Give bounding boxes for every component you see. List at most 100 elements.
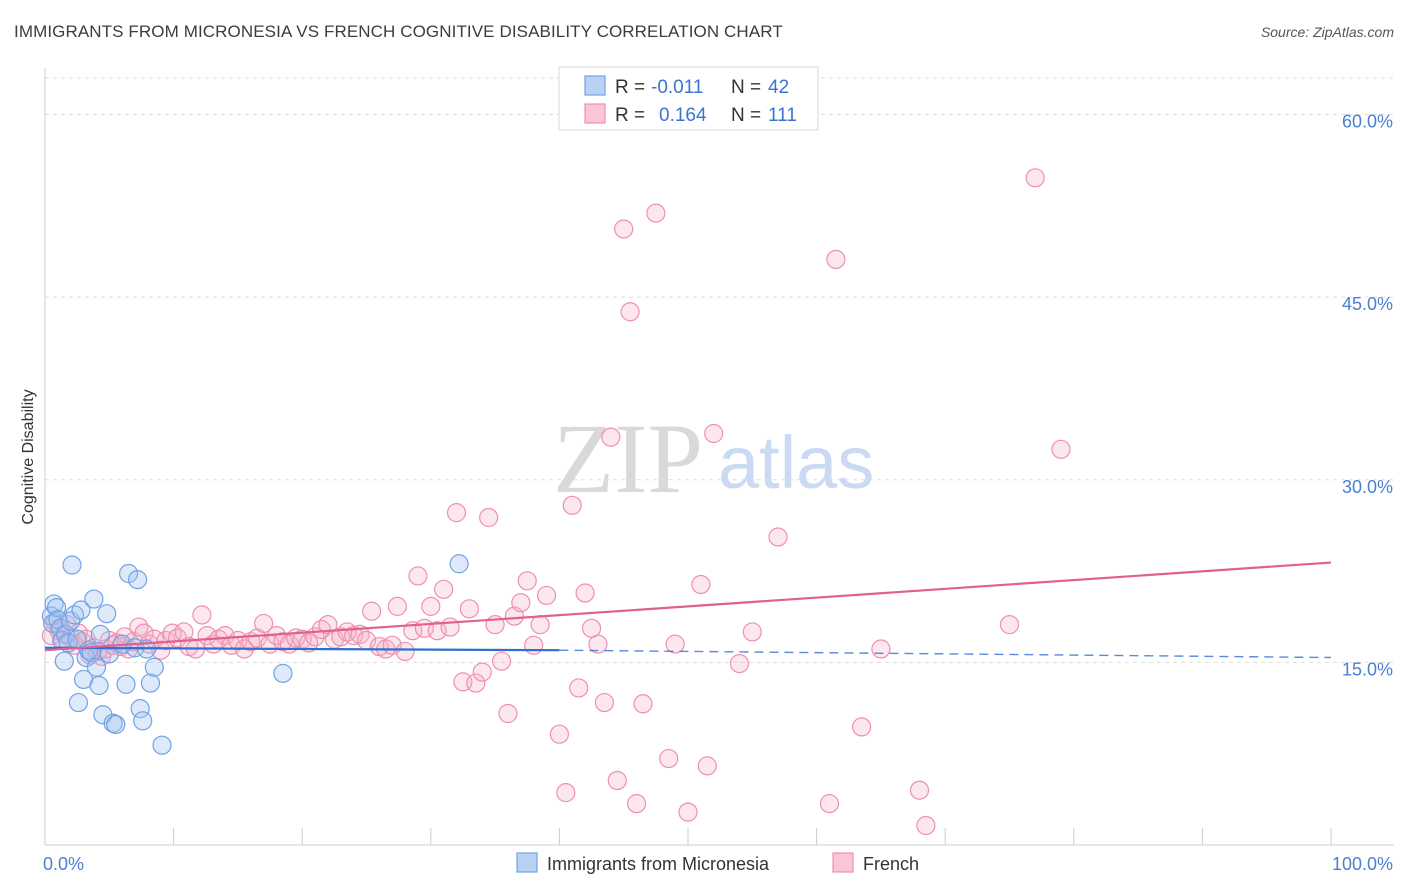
french-point (1051, 439, 1071, 459)
micronesia-point (273, 663, 293, 683)
legend-n-value-micronesia: 42 (768, 77, 789, 98)
french-point (498, 703, 518, 724)
french-point (440, 617, 460, 637)
french-point (511, 593, 531, 613)
french-point (601, 427, 621, 447)
micronesia-point (62, 555, 82, 575)
micronesia-point (449, 554, 469, 574)
french-point (524, 635, 544, 655)
french-point (614, 219, 634, 239)
correlation-legend: R = -0.011 N = 42 R = 0.164 N = 111 (558, 66, 819, 131)
micronesia-point (152, 735, 172, 755)
grid-lines (45, 77, 1394, 663)
french-point (151, 640, 171, 660)
french-point (562, 495, 582, 515)
x-tick-label: 0.0% (43, 854, 84, 874)
french-point (691, 574, 711, 595)
french-point (678, 802, 698, 822)
french-point (588, 634, 608, 654)
french-point (536, 585, 557, 606)
french-trend-line (44, 561, 1332, 652)
french-points (41, 168, 1071, 836)
micronesia-point (116, 674, 136, 694)
micronesia-point (44, 594, 64, 614)
micronesia-point (71, 600, 91, 620)
micronesia-point (144, 657, 164, 677)
french-point (569, 678, 589, 698)
french-point (472, 662, 492, 682)
french-point (620, 302, 640, 322)
french-point (819, 794, 840, 814)
french-point (607, 770, 627, 791)
french-point (479, 507, 499, 528)
micronesia-points (41, 554, 469, 755)
french-point (633, 694, 653, 714)
french-point (768, 527, 788, 547)
legend-r-value-micronesia: -0.011 (651, 77, 703, 98)
french-point (517, 571, 537, 591)
french-point (129, 617, 149, 637)
y-tick-label: 15.0% (1342, 659, 1393, 679)
micronesia-point (54, 651, 74, 671)
french-point (134, 623, 154, 643)
micronesia-point (130, 699, 150, 719)
french-point (459, 599, 479, 619)
french-point (594, 692, 615, 713)
micronesia-point (106, 714, 126, 735)
micronesia-point (46, 597, 67, 618)
y-tick-label: 30.0% (1342, 477, 1393, 497)
x-tick-label: 100.0% (1332, 854, 1393, 874)
french-point (916, 815, 936, 836)
french-point (1025, 168, 1045, 188)
french-point (852, 717, 872, 737)
french-point (344, 625, 364, 646)
micronesia-point (86, 657, 107, 677)
micronesia-point (90, 624, 110, 644)
x-tick-labels: 0.0% 100.0% (43, 854, 1393, 874)
legend-r-label-micronesia: R = (615, 77, 645, 98)
micronesia-point (133, 711, 153, 731)
french-point (530, 615, 550, 635)
micronesia-point (68, 692, 89, 713)
french-point (215, 625, 235, 646)
y-axis-label: Cognitive Disability (20, 389, 37, 524)
axes (44, 68, 1394, 846)
series-legend: Immigrants from Micronesia French (516, 852, 919, 874)
chart-source: Source: ZipAtlas.com (1260, 24, 1394, 40)
micronesia-point (84, 589, 104, 609)
micronesia-point (89, 675, 109, 696)
legend-n-value-french: 111 (768, 105, 797, 126)
french-point (659, 748, 679, 769)
french-point (254, 613, 274, 634)
french-point (909, 780, 930, 800)
legend-swatch-micronesia (584, 75, 606, 96)
legend-r-value-french: 0.164 (659, 105, 707, 126)
bottom-legend-label-micronesia: Immigrants from Micronesia (547, 854, 770, 874)
micronesia-trend-line (44, 646, 560, 652)
legend-swatch-french (584, 103, 606, 124)
french-point (408, 566, 428, 586)
french-point (665, 634, 685, 654)
french-point (387, 596, 407, 616)
trend-lines (44, 561, 1332, 659)
french-point (427, 621, 447, 641)
french-point (421, 596, 441, 616)
legend-r-label-french: R = (615, 105, 645, 126)
y-tick-label: 45.0% (1342, 294, 1393, 314)
french-point (491, 651, 512, 671)
micronesia-point (140, 673, 161, 693)
french-point (434, 579, 454, 599)
micronesia-point (127, 569, 148, 590)
legend-n-label-french: N = (731, 105, 761, 126)
micronesia-trend-extension (559, 649, 1332, 659)
y-tick-labels: 15.0% 30.0% 45.0% 60.0% (1342, 112, 1393, 680)
french-point (697, 756, 717, 776)
french-point (646, 203, 666, 223)
french-point (446, 503, 467, 523)
french-point (826, 249, 846, 270)
french-point (466, 673, 486, 693)
bottom-legend-label-french: French (863, 854, 919, 874)
bottom-legend-swatch-micronesia (516, 852, 538, 873)
